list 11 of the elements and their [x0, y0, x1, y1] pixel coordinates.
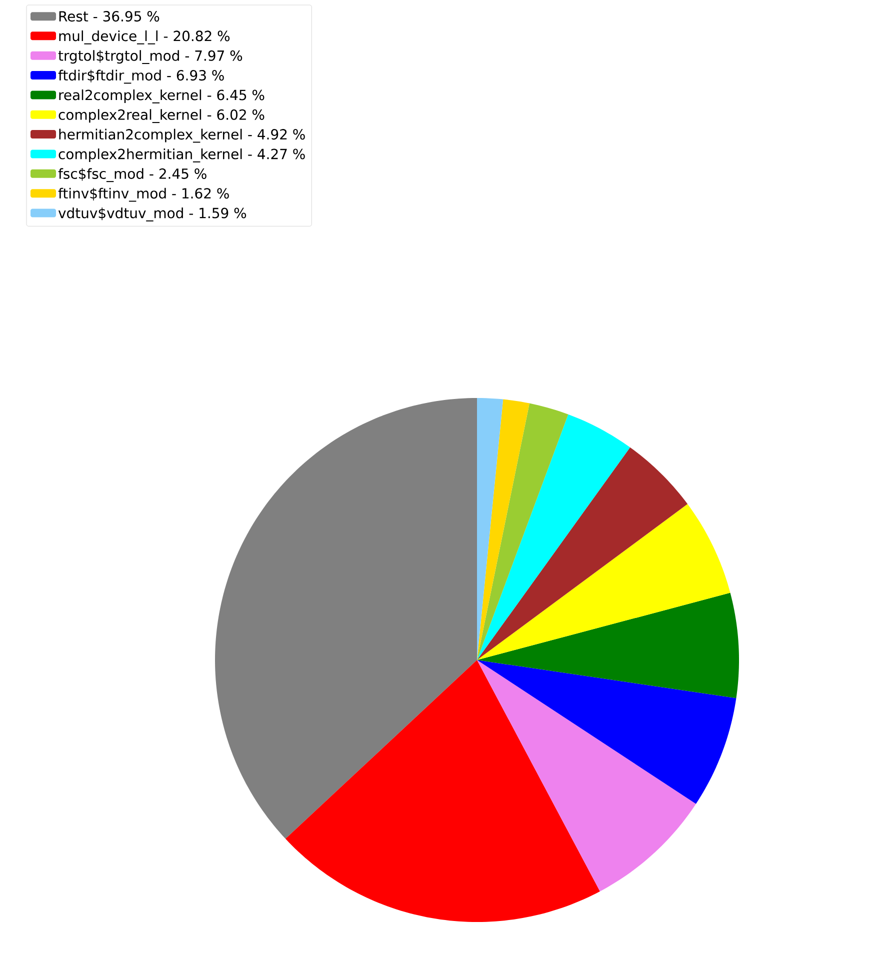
legend-label: trgtol$trgtol_mod - 7.97 %	[58, 50, 242, 64]
legend-label: mul_device_l_l - 20.82 %	[59, 30, 230, 44]
legend-label: ftdir$ftdir_mod - 6.93 %	[58, 70, 224, 84]
legend-label: ftinv$ftinv_mod - 1.62 %	[58, 188, 229, 202]
legend-label: fsc$fsc_mod - 2.45 %	[58, 168, 206, 182]
legend-label: vdtuv$vdtuv_mod - 1.59 %	[58, 208, 246, 222]
legend-label: Rest - 36.95 %	[59, 11, 160, 22]
legend-label: real2complex_kernel - 6.45 %	[59, 89, 264, 104]
legend-label: hermitian2complex_kernel - 4.92 %	[59, 128, 305, 143]
legend-label: complex2hermitian_kernel - 4.27 %	[58, 148, 305, 162]
legend-label: complex2real_kernel - 6.02 %	[58, 109, 264, 124]
